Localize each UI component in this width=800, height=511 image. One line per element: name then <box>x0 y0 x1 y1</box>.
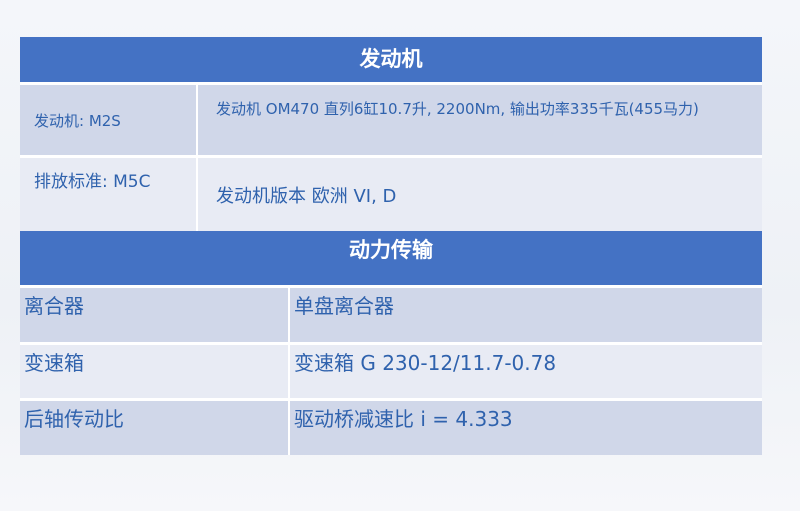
row-label: 离合器 <box>20 288 290 342</box>
table-row: 发动机: M2S 发动机 OM470 直列6缸10.7升, 2200Nm, 输出… <box>20 82 762 155</box>
row-label: 后轴传动比 <box>20 401 290 455</box>
table-row: 排放标准: M5C 发动机版本 欧洲 VI, D <box>20 155 762 231</box>
section-header-engine: 发动机 <box>20 37 762 82</box>
row-value: 驱动桥减速比 i = 4.333 <box>294 407 513 431</box>
table-row: 后轴传动比 驱动桥减速比 i = 4.333 <box>20 398 762 455</box>
section-header-drivetrain: 动力传输 <box>20 231 762 285</box>
row-value: 发动机版本 欧洲 VI, D <box>216 185 397 207</box>
row-value: 单盘离合器 <box>294 294 394 318</box>
table-row: 离合器 单盘离合器 <box>20 285 762 342</box>
row-label: 变速箱 <box>20 345 290 398</box>
row-label: 发动机: M2S <box>20 85 198 155</box>
row-label: 排放标准: M5C <box>20 158 198 231</box>
row-value: 变速箱 G 230-12/11.7-0.78 <box>294 351 557 375</box>
table-row: 变速箱 变速箱 G 230-12/11.7-0.78 <box>20 342 762 398</box>
row-value: 发动机 OM470 直列6缸10.7升, 2200Nm, 输出功率335千瓦(4… <box>216 100 699 118</box>
